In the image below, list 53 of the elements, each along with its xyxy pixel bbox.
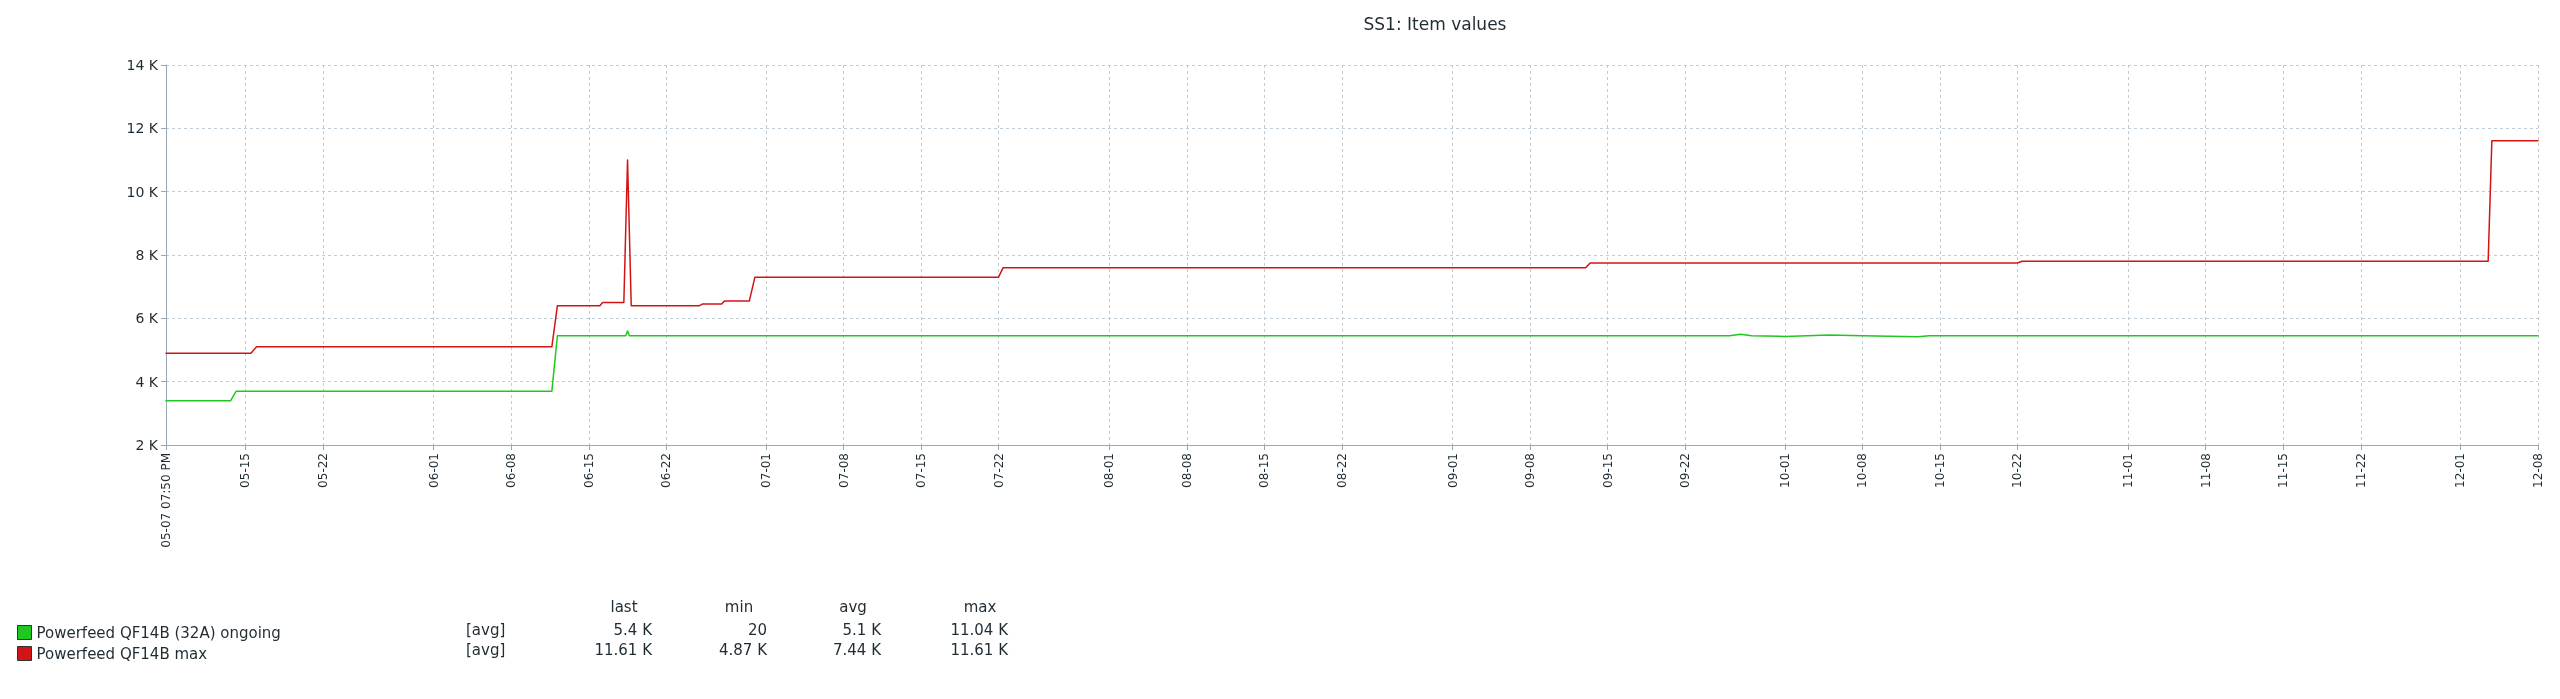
text: [avg] [466, 641, 506, 659]
x-tick-label: 11-01 [2121, 453, 2136, 488]
text: min [724, 598, 754, 616]
x-tick-label: 11-15 [2276, 453, 2291, 488]
x-tick-label: 09-08 [1523, 453, 1538, 488]
text: max [963, 598, 997, 616]
text: avg [839, 598, 867, 616]
x-tick-label: 06-08 [504, 453, 519, 488]
legend-label: Powerfeed QF14B max [36, 644, 208, 663]
x-tick-label: 06-01 [426, 453, 441, 488]
text: [avg] [466, 621, 506, 639]
x-tick-label: 06-22 [659, 453, 674, 488]
y-tick-label: 6 K [135, 310, 159, 327]
x-tick-label: 12-01 [2453, 453, 2468, 488]
x-tick-label: 08-08 [1179, 453, 1194, 488]
x-tick-label: 09-22 [1678, 453, 1693, 488]
x-tick-label: 10-22 [2010, 453, 2025, 488]
text: 4.87 K [718, 641, 767, 659]
x-tick-label: 08-01 [1102, 453, 1117, 488]
x-tick-label: 10-15 [1932, 453, 1947, 488]
x-tick-label: 11-08 [2198, 453, 2213, 488]
x-tick-label: 05-07 07:50 PM [159, 453, 173, 548]
x-tick-label: 07-08 [836, 453, 851, 488]
x-tick-label: 08-15 [1257, 453, 1272, 488]
x-tick-label: 05-15 [238, 453, 253, 488]
text: 11.04 K [950, 621, 1008, 639]
y-tick-label: 2 K [135, 437, 159, 453]
x-tick-label: 09-01 [1445, 453, 1460, 488]
x-tick-label: 11-22 [2353, 453, 2368, 488]
text: 7.44 K [832, 641, 881, 659]
x-tick-label: 07-01 [758, 453, 773, 488]
y-tick-label: 4 K [135, 373, 159, 390]
text: 11.61 K [594, 641, 652, 659]
x-tick-label: 06-15 [581, 453, 596, 488]
x-tick-label: 09-15 [1600, 453, 1615, 488]
text: 5.4 K [613, 621, 652, 639]
x-tick-label: 10-01 [1777, 453, 1792, 488]
text: 20 [747, 621, 767, 639]
text: 11.61 K [950, 641, 1008, 659]
x-tick-label: 05-22 [315, 453, 330, 488]
chart-title: SS1: Item values [1363, 13, 1507, 34]
text: last [610, 598, 638, 616]
legend-label: Powerfeed QF14B (32A) ongoing [36, 623, 281, 642]
y-tick-label: 12 K [126, 120, 159, 137]
y-tick-label: 8 K [135, 247, 159, 263]
x-tick-label: 07-15 [914, 453, 929, 488]
text: 5.1 K [842, 621, 881, 639]
y-tick-label: 14 K [126, 57, 159, 73]
x-tick-label: 10-08 [1855, 453, 1870, 488]
x-tick-label: 12-08 [2531, 453, 2545, 488]
y-tick-label: 10 K [126, 183, 159, 200]
x-tick-label: 07-22 [991, 453, 1006, 488]
x-tick-label: 08-22 [1334, 453, 1349, 488]
